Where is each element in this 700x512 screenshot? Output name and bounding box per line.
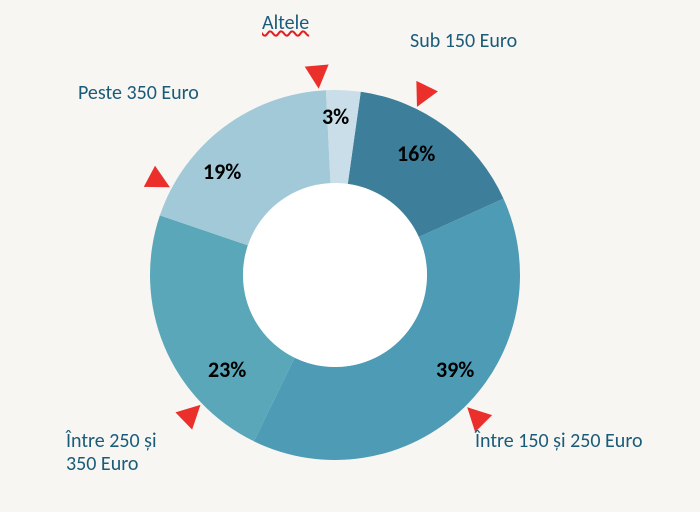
value-label: 23% <box>208 356 246 383</box>
category-label: Sub 150 Euro <box>410 30 517 53</box>
pointer-triangle-icon <box>305 65 329 89</box>
value-label: 16% <box>397 140 435 167</box>
value-label: 39% <box>436 356 474 383</box>
category-label: Altele <box>262 12 309 35</box>
value-label: 19% <box>203 158 241 185</box>
donut-chart: Sub 150 Euro 16% Între 150 și 250 Euro 39% Î… <box>0 0 700 512</box>
donut-hole <box>243 183 427 367</box>
category-label: Între 250 și 350 Euro <box>66 430 157 476</box>
pointer-triangle-icon <box>175 405 200 430</box>
pointer-triangle-icon <box>144 166 170 187</box>
category-label: Între 150 și 250 Euro <box>475 430 643 453</box>
value-label: 3% <box>322 103 349 130</box>
category-label: Peste 350 Euro <box>78 82 199 105</box>
pointer-triangle-icon <box>416 81 438 107</box>
